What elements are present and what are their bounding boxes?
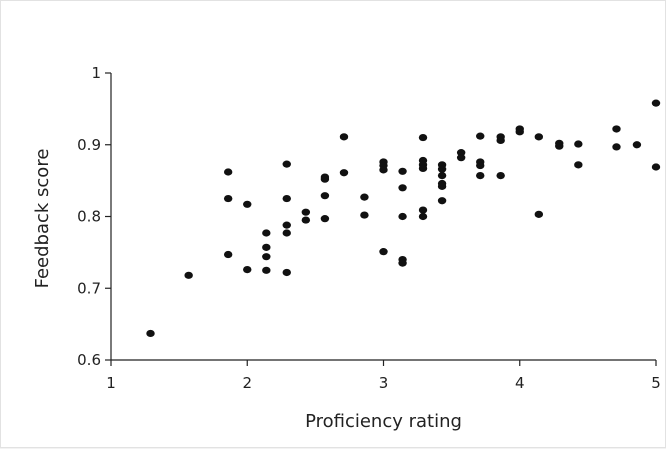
axes: 1 2 3 4 5 0.6 0.7 0.8 0.9 1 bbox=[77, 64, 661, 392]
data-point bbox=[555, 142, 564, 150]
data-point bbox=[398, 259, 407, 267]
data-point bbox=[223, 194, 233, 203]
data-point bbox=[515, 128, 524, 136]
data-point bbox=[651, 163, 661, 171]
data-point bbox=[496, 136, 505, 145]
data-point bbox=[339, 133, 349, 141]
data-point bbox=[612, 143, 621, 151]
x-tick-label: 4 bbox=[515, 374, 525, 392]
data-point bbox=[184, 271, 193, 279]
data-point bbox=[301, 216, 311, 224]
data-point bbox=[320, 175, 330, 183]
data-point bbox=[574, 140, 583, 148]
data-point bbox=[320, 192, 330, 200]
x-tick-label: 1 bbox=[106, 374, 116, 392]
data-point bbox=[243, 200, 252, 208]
data-point bbox=[398, 167, 407, 175]
data-point bbox=[262, 266, 271, 274]
data-point bbox=[243, 265, 252, 274]
data-point bbox=[418, 164, 428, 173]
data-point bbox=[496, 172, 505, 180]
data-point bbox=[418, 206, 428, 214]
data-point bbox=[398, 212, 407, 221]
y-tick-label: 0.8 bbox=[77, 208, 101, 226]
data-point bbox=[282, 160, 291, 168]
data-point bbox=[437, 165, 447, 173]
data-point bbox=[476, 132, 485, 140]
data-point bbox=[262, 253, 271, 261]
x-tick-label: 5 bbox=[651, 374, 661, 392]
data-point bbox=[612, 125, 621, 133]
data-point bbox=[360, 211, 369, 219]
data-point bbox=[456, 154, 466, 162]
data-point bbox=[379, 166, 388, 174]
data-point bbox=[437, 182, 447, 190]
data-point bbox=[632, 141, 642, 149]
x-tick-label: 3 bbox=[379, 374, 389, 392]
y-tick-label: 0.9 bbox=[77, 136, 101, 154]
data-point bbox=[282, 229, 291, 237]
data-points bbox=[146, 99, 661, 338]
y-axis-title: Feedback score bbox=[32, 149, 53, 289]
data-point bbox=[262, 243, 271, 251]
data-point bbox=[418, 212, 428, 221]
data-point bbox=[282, 194, 291, 203]
data-point bbox=[146, 329, 155, 338]
data-point bbox=[320, 215, 330, 223]
data-point bbox=[339, 169, 349, 177]
data-point bbox=[476, 161, 485, 170]
data-point bbox=[437, 197, 447, 205]
data-point bbox=[437, 172, 447, 180]
data-point bbox=[282, 221, 291, 229]
data-point bbox=[379, 248, 388, 256]
y-tick-label: 0.6 bbox=[77, 351, 101, 369]
data-point bbox=[574, 161, 583, 169]
data-point bbox=[262, 229, 271, 237]
y-tick-label: 0.7 bbox=[77, 279, 101, 297]
x-axis-title: Proficiency rating bbox=[305, 411, 462, 432]
data-point bbox=[651, 99, 661, 107]
data-point bbox=[223, 250, 233, 259]
x-tick-label: 2 bbox=[242, 374, 252, 392]
data-point bbox=[282, 268, 291, 277]
data-point bbox=[534, 210, 544, 218]
data-point bbox=[223, 168, 233, 176]
data-point bbox=[301, 208, 311, 216]
y-tick-label: 1 bbox=[91, 64, 101, 82]
data-point bbox=[360, 193, 369, 201]
data-point bbox=[476, 172, 485, 180]
data-point bbox=[418, 133, 428, 142]
data-point bbox=[456, 149, 466, 157]
data-point bbox=[398, 184, 407, 192]
data-point bbox=[534, 133, 544, 141]
